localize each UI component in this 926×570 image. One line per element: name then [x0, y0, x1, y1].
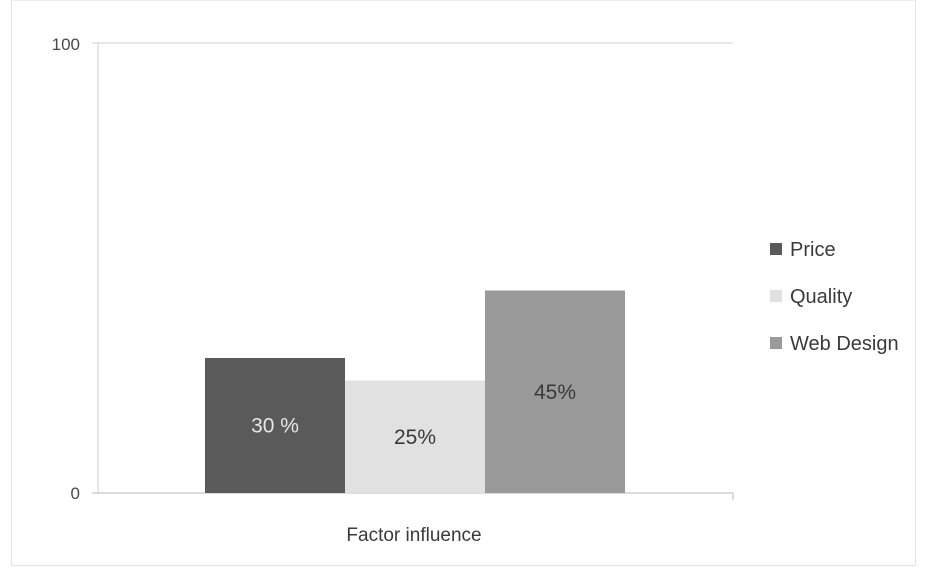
y-tick-label-min: 0	[71, 484, 80, 503]
data-label-web-design: 45%	[534, 381, 576, 404]
legend-label-web-design: Web Design	[790, 333, 899, 355]
x-category-label: Factor influence	[346, 525, 481, 546]
legend: Price Quality Web Design	[770, 239, 899, 355]
bar-price	[205, 358, 345, 493]
y-tick-label-max: 100	[52, 35, 80, 54]
legend-swatch-web-design	[770, 337, 782, 349]
legend-label-price: Price	[790, 239, 836, 261]
legend-swatch-price	[770, 243, 782, 255]
data-label-price: 30 %	[251, 415, 299, 438]
plot-area: 100 0 30 % 25% 45% Factor influence	[52, 35, 734, 546]
legend-label-quality: Quality	[790, 286, 852, 308]
data-label-quality: 25%	[394, 426, 436, 449]
bar-web-design	[485, 290, 625, 493]
legend-swatch-quality	[770, 290, 782, 302]
bars-group: 30 % 25% 45%	[205, 290, 625, 493]
bar-quality	[345, 380, 485, 493]
